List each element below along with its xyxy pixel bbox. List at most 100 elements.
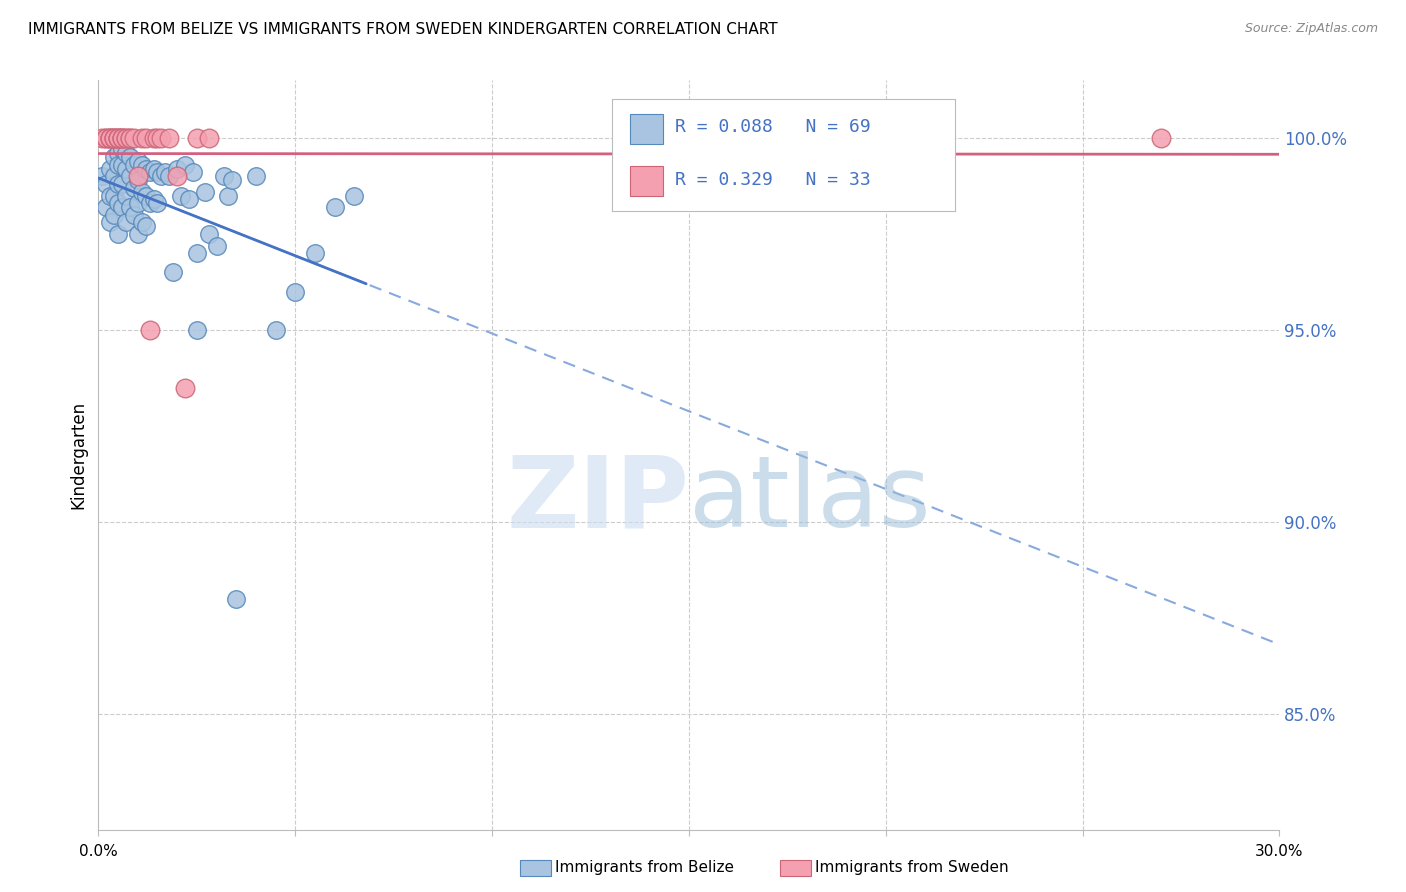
Point	[142, 131, 165, 145]
Point	[98, 131, 121, 145]
Point	[284, 285, 307, 299]
Point	[107, 196, 129, 211]
Point	[118, 200, 141, 214]
Point	[186, 246, 208, 260]
Text: 30.0%: 30.0%	[1256, 845, 1303, 859]
Point	[107, 146, 129, 161]
Text: Immigrants from Sweden: Immigrants from Sweden	[815, 861, 1010, 875]
Point	[186, 323, 208, 337]
Point	[146, 165, 169, 179]
Point	[194, 185, 217, 199]
Point	[170, 188, 193, 202]
Point	[127, 153, 149, 168]
Point	[127, 173, 149, 187]
Point	[157, 169, 180, 184]
Point	[343, 188, 366, 202]
Point	[118, 169, 141, 184]
Point	[264, 323, 287, 337]
Point	[91, 169, 114, 184]
Point	[103, 131, 125, 145]
Point	[98, 131, 121, 145]
Point	[131, 215, 153, 229]
Point	[107, 177, 129, 191]
Point	[96, 177, 118, 191]
Point	[135, 161, 157, 176]
Point	[150, 131, 173, 145]
Point	[323, 200, 346, 214]
Point	[225, 592, 247, 607]
Point	[221, 173, 243, 187]
Point	[131, 131, 153, 145]
Point	[98, 131, 121, 145]
Text: R = 0.329   N = 33: R = 0.329 N = 33	[675, 171, 870, 189]
Point	[186, 131, 208, 145]
Point	[118, 131, 141, 145]
Point	[107, 131, 129, 145]
Point	[111, 158, 134, 172]
Point	[98, 188, 121, 202]
Point	[131, 185, 153, 199]
Point	[115, 188, 138, 202]
Point	[138, 196, 160, 211]
Point	[118, 131, 141, 145]
Point	[96, 131, 118, 145]
Text: ZIP: ZIP	[506, 451, 689, 549]
Point	[107, 227, 129, 241]
Point	[181, 165, 204, 179]
Point	[138, 323, 160, 337]
Point	[122, 181, 145, 195]
Y-axis label: Kindergarten: Kindergarten	[69, 401, 87, 509]
Point	[304, 246, 326, 260]
Point	[135, 188, 157, 202]
Point	[135, 219, 157, 234]
Point	[131, 158, 153, 172]
Point	[111, 131, 134, 145]
Point	[111, 200, 134, 214]
Point	[174, 158, 197, 172]
Point	[174, 381, 197, 395]
Point	[157, 131, 180, 145]
Point	[138, 165, 160, 179]
Point	[205, 238, 228, 252]
Point	[111, 131, 134, 145]
Point	[103, 150, 125, 164]
Point	[122, 208, 145, 222]
Bar	[630, 114, 664, 144]
Point	[122, 131, 145, 145]
Point	[162, 265, 184, 279]
Point	[107, 158, 129, 172]
Bar	[630, 167, 664, 196]
Point	[142, 161, 165, 176]
Point	[135, 131, 157, 145]
Point	[115, 131, 138, 145]
Point	[127, 169, 149, 184]
Text: 0.0%: 0.0%	[79, 845, 118, 859]
Point	[107, 131, 129, 145]
Point	[217, 188, 239, 202]
Point	[103, 208, 125, 222]
Point	[166, 169, 188, 184]
Point	[115, 146, 138, 161]
Point	[115, 161, 138, 176]
Point	[127, 227, 149, 241]
Point	[103, 188, 125, 202]
Text: R = 0.088   N = 69: R = 0.088 N = 69	[675, 119, 870, 136]
Point	[96, 200, 118, 214]
Point	[98, 161, 121, 176]
Point	[115, 131, 138, 145]
Point	[118, 150, 141, 164]
FancyBboxPatch shape	[612, 99, 955, 211]
Point	[150, 169, 173, 184]
Text: Immigrants from Belize: Immigrants from Belize	[555, 861, 734, 875]
Point	[155, 165, 177, 179]
Point	[103, 169, 125, 184]
Text: Source: ZipAtlas.com: Source: ZipAtlas.com	[1244, 22, 1378, 36]
Point	[91, 131, 114, 145]
Point	[122, 158, 145, 172]
Point	[1150, 131, 1173, 145]
Point	[98, 215, 121, 229]
Point	[142, 193, 165, 207]
Point	[115, 215, 138, 229]
Point	[146, 196, 169, 211]
Point	[214, 169, 236, 184]
